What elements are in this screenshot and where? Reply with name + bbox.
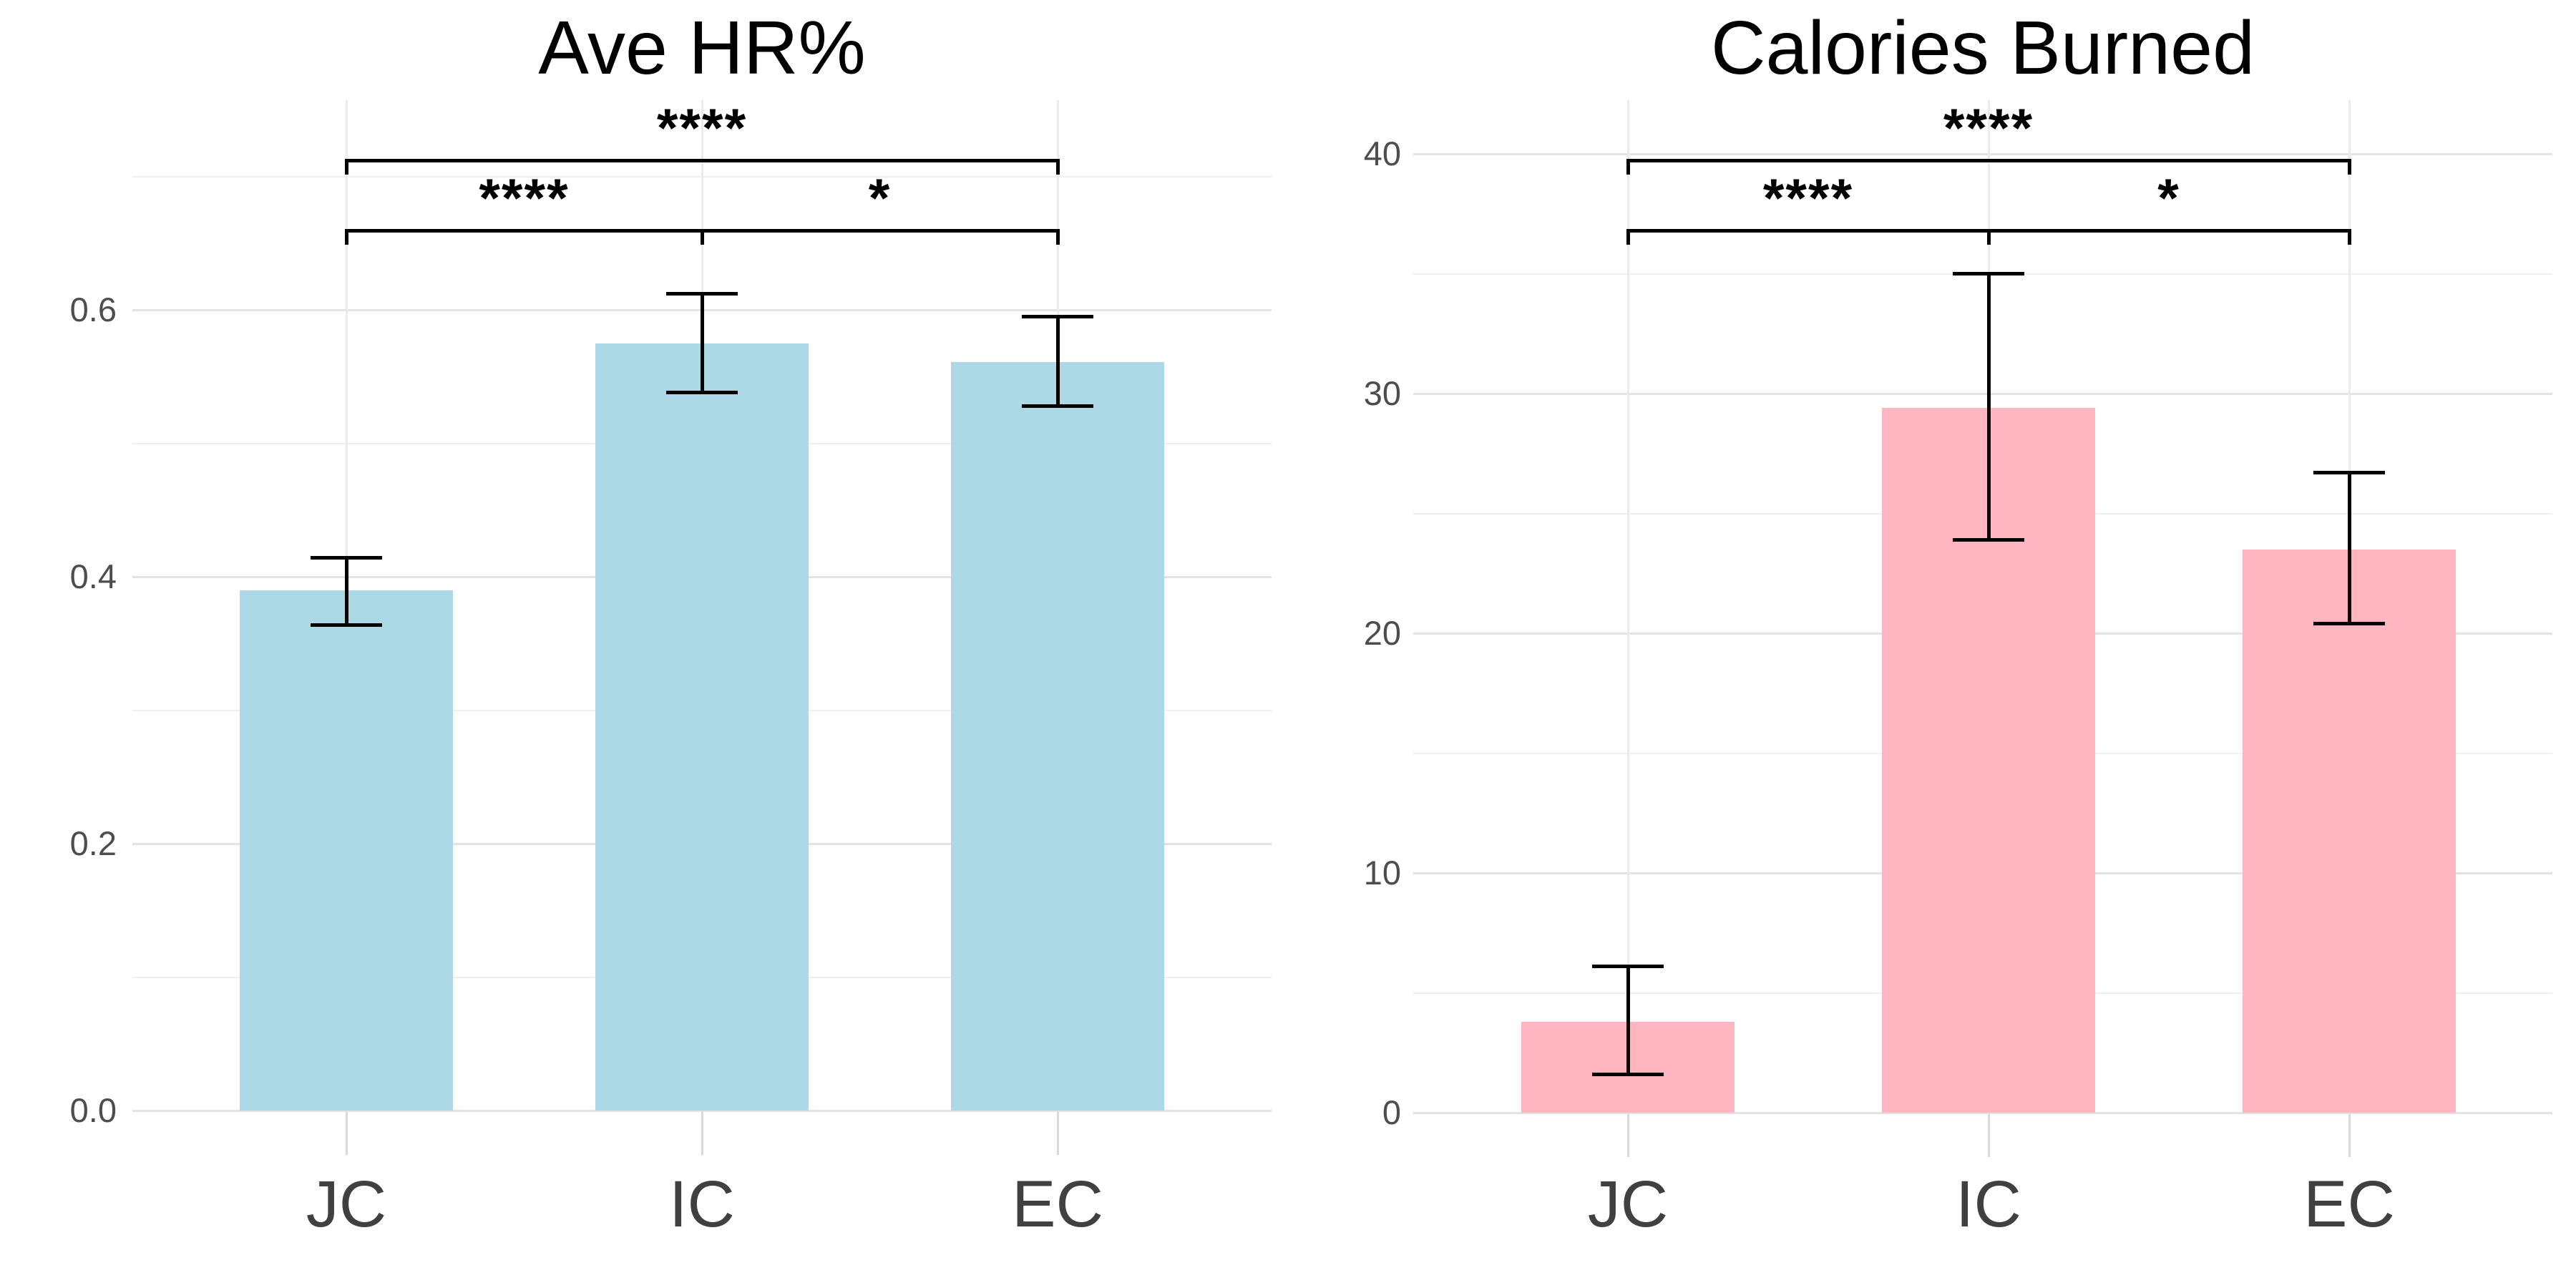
significance-label: **** [656,98,748,159]
significance-bracket-tick [1055,159,1060,175]
y-tick-label: 20 [1363,614,1401,652]
error-bar-stem [2347,472,2351,624]
error-bar-cap-upper [1953,272,2024,275]
right-panel-title: Calories Burned [1710,6,2255,90]
x-category-label: EC [1012,1168,1103,1241]
significance-bracket-line [1626,159,2351,162]
significance-bracket-tick [2347,229,2351,245]
significance-label: **** [1762,168,1854,229]
x-axis-tick [346,1112,348,1155]
significance-bracket-tick [344,159,348,175]
x-axis-tick [1988,1114,1990,1157]
error-bar-cap-lower [1953,537,2024,542]
bar-ic [595,343,809,1111]
y-tick-label: 0.6 [69,291,117,328]
bar-ec [951,361,1164,1111]
x-category-label: JC [306,1168,387,1241]
error-bar-cap-upper [2313,471,2385,475]
x-axis-tick [701,1112,703,1155]
significance-bracket-tick [1055,229,1060,245]
bar-ec [2243,549,2456,1113]
significance-bracket-tick [2347,159,2351,175]
error-bar-cap-lower [666,391,738,395]
significance-bracket-tick [1986,229,1991,245]
significance-bracket-tick [344,229,348,245]
x-category-label: EC [2303,1168,2395,1241]
error-bar-cap-lower [1592,1072,1664,1076]
significance-bracket-line [344,229,704,233]
x-axis-tick [1057,1112,1059,1155]
y-tick-label: 0.0 [69,1091,117,1129]
error-bar-stem [344,557,348,625]
x-axis-tick [2348,1114,2351,1157]
y-tick-label: 0 [1382,1093,1401,1131]
significance-bracket-line [344,159,1060,162]
x-gridline [1627,100,1629,1113]
significance-label: **** [479,168,570,229]
x-category-label: IC [1956,1168,2021,1241]
error-bar-cap-lower [1022,404,1093,408]
significance-bracket-tick [700,229,704,245]
x-category-label: IC [669,1168,735,1241]
y-gridline-major [132,1110,1272,1112]
y-gridline-major [1413,1112,2552,1114]
error-bar-cap-lower [2313,622,2385,626]
error-bar-cap-upper [311,556,382,560]
error-bar-cap-upper [1592,965,1664,969]
error-bar-stem [700,293,704,393]
significance-bracket-tick [1626,159,1630,175]
significance-label: * [2157,168,2180,229]
y-tick-label: 0.2 [69,824,117,862]
bar-jc [240,590,453,1111]
error-bar-stem [1055,316,1060,406]
x-axis-tick [1627,1114,1629,1157]
significance-label: * [868,168,892,229]
significance-bracket-line [1626,229,1991,233]
y-tick-label: 0.4 [69,557,117,595]
x-category-label: JC [1587,1168,1669,1241]
error-bar-stem [1626,966,1630,1075]
significance-bracket-line [1986,229,2351,233]
y-gridline-major [1413,153,2552,155]
left-panel-title: Ave HR% [538,6,866,90]
y-tick-label: 10 [1363,854,1401,892]
error-bar-cap-upper [1022,314,1093,318]
significance-bracket-line [700,229,1060,233]
significance-label: **** [1943,98,2034,159]
error-bar-cap-upper [666,292,738,296]
error-bar-stem [1986,273,1991,540]
error-bar-cap-lower [311,623,382,627]
y-tick-label: 40 [1363,135,1401,172]
y-gridline-major [1413,393,2552,395]
y-tick-label: 30 [1363,374,1401,412]
significance-bracket-tick [1626,229,1630,245]
